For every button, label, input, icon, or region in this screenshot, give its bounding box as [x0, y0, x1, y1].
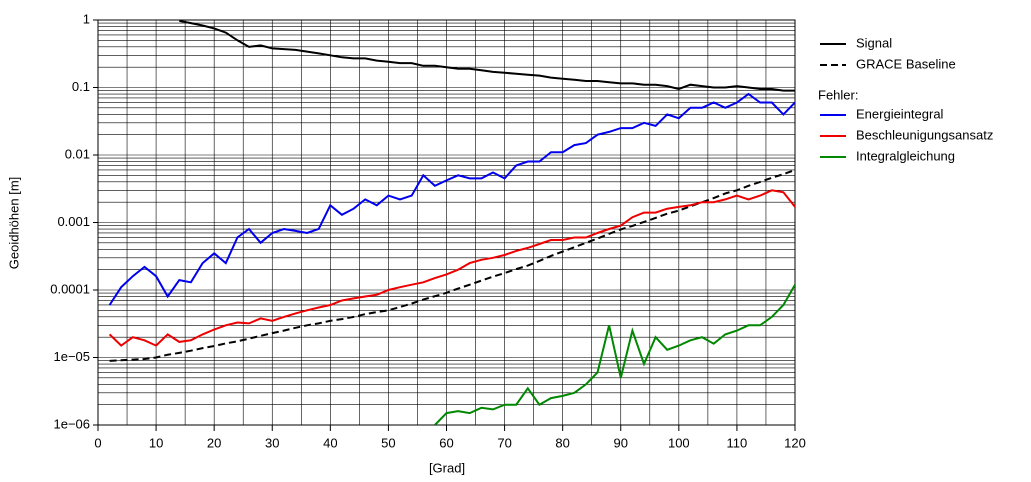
x-tick-label: 70 [497, 435, 511, 450]
y-tick-label: 0.0001 [50, 281, 90, 296]
y-tick-label: 1e−06 [53, 416, 90, 431]
legend-label: Integralgleichung [856, 148, 955, 163]
legend-label: Energieintegral [856, 106, 944, 121]
series-line [109, 169, 795, 362]
x-tick-label: 80 [555, 435, 569, 450]
x-tick-label: 110 [727, 435, 748, 450]
legend-group-title: Fehler: [818, 87, 858, 102]
y-axis-label: Geoidhöhen [m] [6, 177, 21, 270]
legend-label: Beschleunigungsansatz [856, 127, 993, 142]
x-tick-label: 30 [265, 435, 279, 450]
x-axis-label: [Grad] [429, 460, 465, 475]
series-line [108, 92, 795, 306]
x-tick-label: 120 [784, 435, 806, 450]
series-line [179, 20, 795, 92]
y-tick-label: 1e−05 [53, 349, 90, 364]
series-line [434, 284, 795, 425]
series-line [108, 189, 795, 347]
x-tick-label: 100 [668, 435, 690, 450]
x-tick-label: 50 [381, 435, 395, 450]
x-tick-label: 0 [94, 435, 101, 450]
x-tick-label: 60 [439, 435, 453, 450]
x-tick-label: 40 [323, 435, 337, 450]
x-tick-label: 20 [207, 435, 221, 450]
y-tick-label: 1 [83, 11, 90, 26]
x-tick-label: 10 [149, 435, 163, 450]
legend-label: GRACE Baseline [856, 56, 956, 71]
legend-label: Signal [856, 35, 892, 50]
plot-frame [97, 19, 796, 426]
y-tick-label: 0.01 [65, 146, 90, 161]
y-tick-label: 0.001 [57, 214, 90, 229]
x-tick-label: 90 [614, 435, 628, 450]
y-tick-label: 0.1 [72, 79, 90, 94]
